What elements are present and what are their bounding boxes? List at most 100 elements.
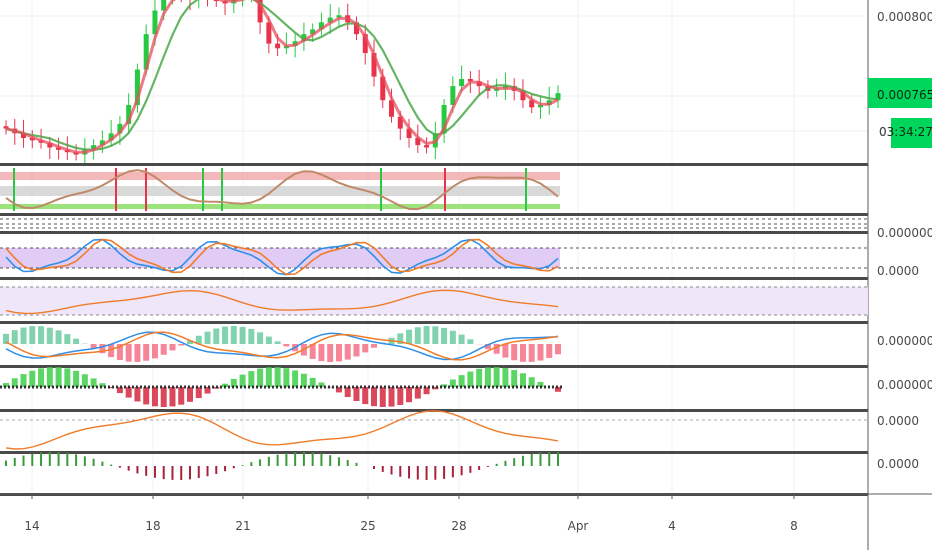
oscillator-bar [548, 452, 550, 466]
oscillator-bar [189, 466, 191, 479]
macd-histogram-bar [327, 344, 333, 362]
oscillator-bar [268, 457, 270, 466]
oscillator-bar [49, 452, 51, 466]
momentum-bar [152, 387, 158, 406]
momentum-bar [266, 367, 272, 387]
oscillator-bar [110, 465, 112, 466]
oscillator-bar [75, 454, 77, 466]
oscillator-bar [5, 461, 7, 466]
time-tick-label: 21 [235, 519, 250, 533]
momentum-bar [47, 367, 53, 387]
macd-histogram-bar [143, 344, 149, 361]
momentum-bar [257, 369, 263, 387]
oscillator-bar [233, 466, 235, 468]
candle[interactable] [459, 79, 464, 86]
oscillator-bar [478, 466, 480, 470]
oscillator-bar [329, 455, 331, 466]
momentum-bar [161, 387, 167, 407]
pane-separator [0, 213, 868, 216]
momentum-bar [248, 371, 254, 387]
pane-separator [0, 163, 868, 166]
oscillator-bar [40, 453, 42, 466]
momentum-bar [345, 387, 351, 397]
macd-histogram-bar [248, 329, 254, 344]
oscillator-bar [443, 466, 445, 479]
oscillator-bar [101, 462, 103, 466]
macd-histogram-bar [275, 341, 281, 344]
macd-histogram-bar [257, 332, 263, 344]
momentum-bar [275, 367, 281, 387]
oscillator-bar [119, 466, 121, 468]
oscillator-bar [312, 452, 314, 466]
momentum-bar [397, 387, 403, 405]
oscillator-bar [207, 466, 209, 476]
oscillator-bar [513, 458, 515, 466]
oscillator-bar [198, 466, 200, 478]
macd-histogram-bar [459, 335, 465, 344]
macd-histogram-bar [47, 328, 53, 344]
momentum-bar [178, 387, 184, 405]
momentum-bar [29, 371, 35, 387]
macd-histogram-bar [529, 344, 535, 362]
time-tick-label: 8 [790, 519, 798, 533]
oscillator-bar [180, 466, 182, 480]
momentum-bar [301, 374, 307, 387]
time-tick-label: 18 [145, 519, 160, 533]
pane-rsi[interactable] [0, 287, 868, 315]
macd-histogram-bar [520, 344, 526, 362]
macd-histogram-bar [73, 339, 79, 344]
macd-histogram-bar [213, 329, 219, 344]
macd-histogram-bar [450, 331, 456, 344]
oscillator-bar [399, 466, 401, 477]
oscillator-bar [294, 452, 296, 466]
momentum-bar [169, 387, 175, 406]
momentum-bar [459, 375, 465, 387]
oscillator-bar [347, 460, 349, 466]
oscillator-bar [320, 453, 322, 466]
oscillator-bar [539, 453, 541, 466]
momentum-bar [511, 370, 517, 387]
macd-histogram-bar [511, 344, 517, 360]
countdown-prefix: 0 [879, 125, 887, 139]
macd-histogram-bar [38, 326, 44, 344]
cci-axis-label: 0.0000 [877, 414, 919, 428]
momentum-bar [353, 387, 359, 401]
macd-histogram-bar [21, 327, 27, 344]
oscillator-bar [23, 456, 25, 466]
candle[interactable] [275, 44, 280, 49]
momentum-bar [292, 370, 298, 387]
oscillator-bar [426, 466, 428, 480]
oscillator-bar [66, 453, 68, 466]
oscillator-bar [84, 456, 86, 466]
macd-histogram-bar [432, 326, 438, 344]
macd-histogram-bar [152, 344, 158, 358]
oscillator-bar [531, 454, 533, 466]
momentum-bar [38, 368, 44, 387]
oscillator-bar [224, 466, 226, 471]
oscillator-bar [557, 452, 559, 466]
overbought-band [0, 248, 560, 268]
momentum-bar [467, 372, 473, 387]
momentum-bar [240, 375, 246, 387]
oscillator-bar [250, 462, 252, 466]
momentum-bar [283, 368, 289, 387]
macd-histogram-bar [161, 344, 167, 355]
momentum-bar [476, 369, 482, 387]
candle[interactable] [424, 145, 429, 147]
momentum-bar [380, 387, 386, 407]
oscillator-bar [487, 466, 489, 467]
momentum-bar [21, 374, 27, 387]
channel-mid-band [0, 186, 560, 196]
pane-channel[interactable] [0, 168, 560, 211]
pane-separator [0, 231, 868, 234]
macd-histogram-bar [318, 344, 324, 361]
oscillator-bar [163, 466, 165, 479]
oscillator-bar [285, 453, 287, 466]
macd-histogram-bar [415, 327, 421, 344]
oscillator-bar [504, 461, 506, 466]
time-tick-label: 4 [668, 519, 676, 533]
